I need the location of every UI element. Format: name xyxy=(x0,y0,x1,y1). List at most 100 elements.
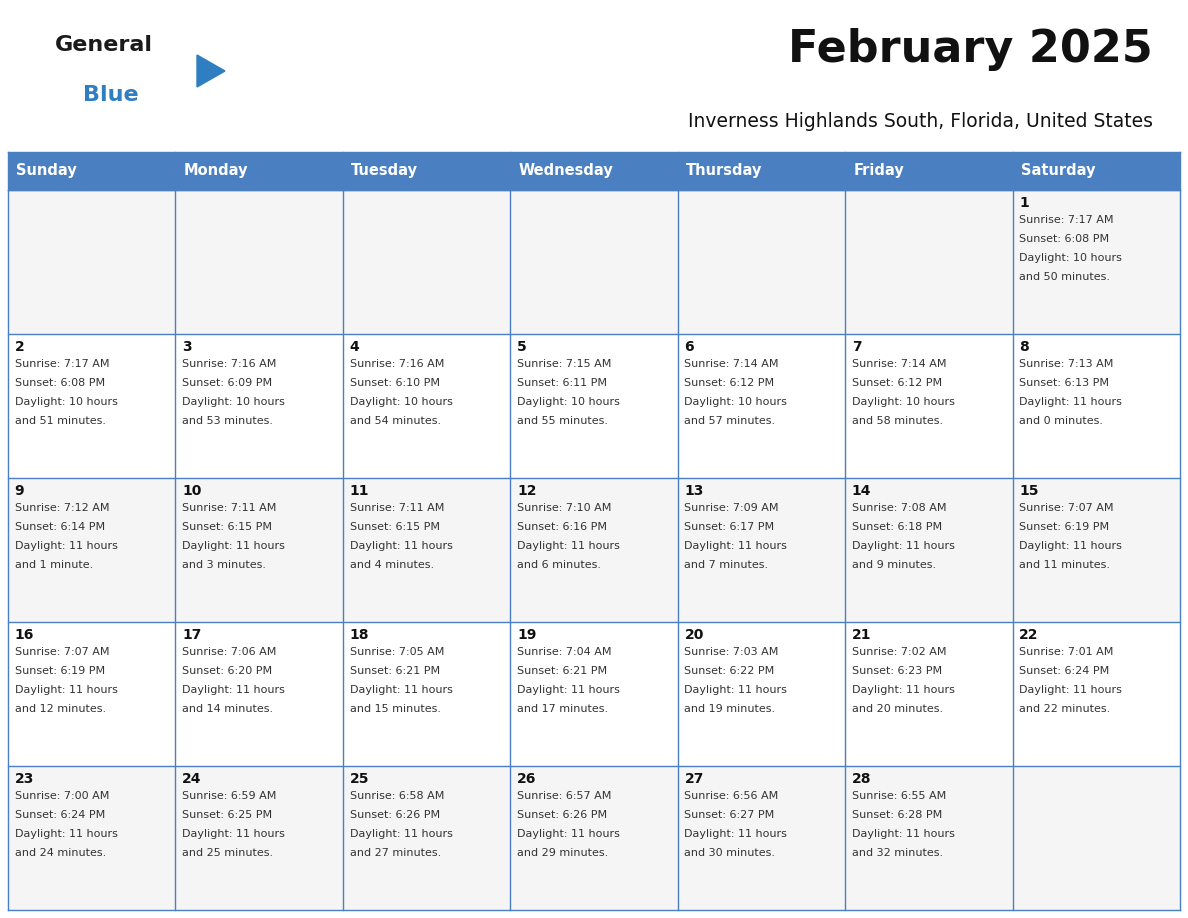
Bar xyxy=(677,478,845,622)
Bar xyxy=(343,152,511,190)
Text: 21: 21 xyxy=(852,628,871,642)
Bar xyxy=(8,622,176,766)
Text: 5: 5 xyxy=(517,340,526,354)
Text: Sunset: 6:19 PM: Sunset: 6:19 PM xyxy=(1019,522,1110,532)
Bar xyxy=(8,152,176,190)
Text: Daylight: 11 hours: Daylight: 11 hours xyxy=(14,829,118,839)
Text: 24: 24 xyxy=(182,772,202,786)
Text: and 22 minutes.: and 22 minutes. xyxy=(1019,704,1111,714)
Text: Sunrise: 7:00 AM: Sunrise: 7:00 AM xyxy=(14,791,109,801)
Text: Daylight: 11 hours: Daylight: 11 hours xyxy=(349,829,453,839)
Text: Sunset: 6:25 PM: Sunset: 6:25 PM xyxy=(182,810,272,820)
Bar xyxy=(511,152,677,190)
Text: 23: 23 xyxy=(14,772,34,786)
Text: Sunset: 6:15 PM: Sunset: 6:15 PM xyxy=(182,522,272,532)
Text: Sunrise: 7:09 AM: Sunrise: 7:09 AM xyxy=(684,503,779,513)
Text: Sunrise: 7:14 AM: Sunrise: 7:14 AM xyxy=(852,359,947,369)
Text: 16: 16 xyxy=(14,628,34,642)
Text: 2: 2 xyxy=(14,340,25,354)
Text: Sunrise: 6:55 AM: Sunrise: 6:55 AM xyxy=(852,791,946,801)
Text: Sunrise: 7:14 AM: Sunrise: 7:14 AM xyxy=(684,359,779,369)
Text: Sunset: 6:22 PM: Sunset: 6:22 PM xyxy=(684,666,775,676)
Text: Sunrise: 7:07 AM: Sunrise: 7:07 AM xyxy=(14,647,109,657)
Text: and 6 minutes.: and 6 minutes. xyxy=(517,560,601,570)
Text: Sunrise: 7:05 AM: Sunrise: 7:05 AM xyxy=(349,647,444,657)
Bar xyxy=(343,622,511,766)
Text: Sunrise: 7:13 AM: Sunrise: 7:13 AM xyxy=(1019,359,1113,369)
Text: Daylight: 11 hours: Daylight: 11 hours xyxy=(349,541,453,551)
Text: and 57 minutes.: and 57 minutes. xyxy=(684,416,776,426)
Text: Sunrise: 7:16 AM: Sunrise: 7:16 AM xyxy=(349,359,444,369)
Text: 27: 27 xyxy=(684,772,703,786)
Text: Daylight: 11 hours: Daylight: 11 hours xyxy=(517,541,620,551)
Bar xyxy=(343,334,511,478)
Text: 7: 7 xyxy=(852,340,861,354)
Bar xyxy=(8,766,176,910)
Bar xyxy=(8,190,176,334)
Bar xyxy=(343,766,511,910)
Text: and 24 minutes.: and 24 minutes. xyxy=(14,848,106,858)
Text: Saturday: Saturday xyxy=(1020,163,1095,178)
Text: Sunrise: 7:10 AM: Sunrise: 7:10 AM xyxy=(517,503,612,513)
Bar xyxy=(677,766,845,910)
Text: Sunrise: 6:59 AM: Sunrise: 6:59 AM xyxy=(182,791,277,801)
Polygon shape xyxy=(197,55,225,87)
Text: Sunrise: 7:11 AM: Sunrise: 7:11 AM xyxy=(349,503,444,513)
Bar xyxy=(845,622,1012,766)
Text: Daylight: 11 hours: Daylight: 11 hours xyxy=(182,685,285,695)
Text: Daylight: 11 hours: Daylight: 11 hours xyxy=(517,685,620,695)
Text: 9: 9 xyxy=(14,484,24,498)
Text: Daylight: 11 hours: Daylight: 11 hours xyxy=(349,685,453,695)
Text: Daylight: 11 hours: Daylight: 11 hours xyxy=(684,541,788,551)
Text: and 54 minutes.: and 54 minutes. xyxy=(349,416,441,426)
Text: Sunset: 6:08 PM: Sunset: 6:08 PM xyxy=(14,378,105,388)
Text: Sunset: 6:14 PM: Sunset: 6:14 PM xyxy=(14,522,105,532)
Text: Daylight: 11 hours: Daylight: 11 hours xyxy=(1019,685,1123,695)
Text: Daylight: 10 hours: Daylight: 10 hours xyxy=(852,397,955,407)
Text: Sunrise: 6:58 AM: Sunrise: 6:58 AM xyxy=(349,791,444,801)
Text: and 12 minutes.: and 12 minutes. xyxy=(14,704,106,714)
Text: 28: 28 xyxy=(852,772,871,786)
Text: Sunrise: 6:56 AM: Sunrise: 6:56 AM xyxy=(684,791,778,801)
Text: Sunset: 6:16 PM: Sunset: 6:16 PM xyxy=(517,522,607,532)
Text: Sunset: 6:12 PM: Sunset: 6:12 PM xyxy=(684,378,775,388)
Bar xyxy=(8,334,176,478)
Text: Thursday: Thursday xyxy=(687,163,763,178)
Text: Monday: Monday xyxy=(184,163,248,178)
Text: and 20 minutes.: and 20 minutes. xyxy=(852,704,943,714)
Text: and 19 minutes.: and 19 minutes. xyxy=(684,704,776,714)
Text: Daylight: 10 hours: Daylight: 10 hours xyxy=(182,397,285,407)
Text: Sunrise: 7:16 AM: Sunrise: 7:16 AM xyxy=(182,359,277,369)
Text: Sunset: 6:10 PM: Sunset: 6:10 PM xyxy=(349,378,440,388)
Text: Sunset: 6:26 PM: Sunset: 6:26 PM xyxy=(517,810,607,820)
Text: Sunset: 6:21 PM: Sunset: 6:21 PM xyxy=(517,666,607,676)
Bar xyxy=(8,478,176,622)
Bar xyxy=(511,622,677,766)
Text: Sunset: 6:24 PM: Sunset: 6:24 PM xyxy=(1019,666,1110,676)
Text: Sunrise: 7:17 AM: Sunrise: 7:17 AM xyxy=(14,359,109,369)
Text: Daylight: 11 hours: Daylight: 11 hours xyxy=(1019,397,1123,407)
Bar xyxy=(845,334,1012,478)
Text: Daylight: 10 hours: Daylight: 10 hours xyxy=(517,397,620,407)
Text: Daylight: 11 hours: Daylight: 11 hours xyxy=(684,685,788,695)
Text: Sunday: Sunday xyxy=(17,163,77,178)
Text: Sunset: 6:24 PM: Sunset: 6:24 PM xyxy=(14,810,105,820)
Text: 15: 15 xyxy=(1019,484,1038,498)
Bar xyxy=(176,334,343,478)
Text: 8: 8 xyxy=(1019,340,1029,354)
Bar xyxy=(1012,766,1180,910)
Text: Inverness Highlands South, Florida, United States: Inverness Highlands South, Florida, Unit… xyxy=(688,112,1154,131)
Bar xyxy=(1012,622,1180,766)
Text: 19: 19 xyxy=(517,628,536,642)
Text: and 55 minutes.: and 55 minutes. xyxy=(517,416,608,426)
Bar xyxy=(176,622,343,766)
Text: 22: 22 xyxy=(1019,628,1038,642)
Text: 11: 11 xyxy=(349,484,369,498)
Text: Daylight: 11 hours: Daylight: 11 hours xyxy=(182,541,285,551)
Text: 18: 18 xyxy=(349,628,369,642)
Text: 25: 25 xyxy=(349,772,369,786)
Text: Daylight: 11 hours: Daylight: 11 hours xyxy=(517,829,620,839)
Bar xyxy=(845,478,1012,622)
Text: February 2025: February 2025 xyxy=(789,28,1154,71)
Text: Daylight: 11 hours: Daylight: 11 hours xyxy=(1019,541,1123,551)
